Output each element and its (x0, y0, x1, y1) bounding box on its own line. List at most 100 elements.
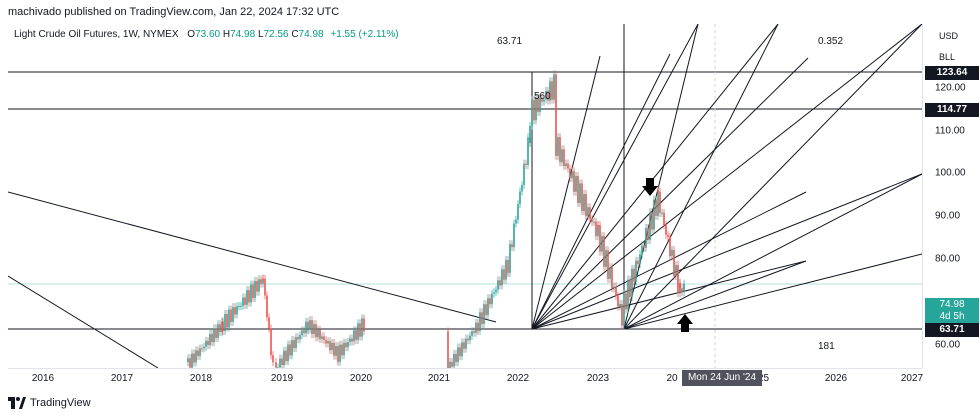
price-tick: 120.00 (935, 82, 966, 94)
candle-body (351, 338, 353, 342)
price-tick: 60.00 (935, 339, 961, 351)
price-scale[interactable]: USD BLL 123.64 120.00 114.77 110.00 100.… (922, 24, 980, 368)
candle-body (533, 99, 535, 121)
gann-fan-line-a8 (531, 260, 807, 330)
candle-body (187, 358, 189, 363)
candle-body (455, 353, 457, 363)
time-axis[interactable]: 2016 2017 2018 2019 2020 2021 2022 2023 … (8, 368, 923, 388)
candle-body (349, 338, 351, 343)
candle-body (473, 331, 475, 333)
candle-body (297, 337, 299, 340)
candle-body (537, 97, 539, 112)
candle-body (347, 342, 349, 348)
candle-body (555, 95, 557, 156)
candle-body (465, 338, 467, 349)
candle-body (341, 344, 343, 356)
candle-body (561, 149, 563, 163)
candle-body (459, 347, 461, 357)
candle-body (321, 336, 323, 340)
gann-fan-line-b5 (623, 260, 807, 330)
price-tick: 80.00 (935, 253, 961, 265)
year-tick: 2022 (506, 373, 530, 384)
candle-body (677, 265, 679, 294)
candle-body (485, 304, 487, 316)
price-tick: 110.00 (935, 125, 965, 137)
gann-fan-line-b4 (623, 253, 922, 330)
symbol-title[interactable]: Light Crude Oil Futures, 1W, NYMEX (14, 29, 179, 40)
year-tick: 2020 (349, 373, 373, 384)
candle-body (571, 171, 573, 179)
candle-body (333, 342, 335, 356)
candle-body (222, 321, 224, 332)
candle-body (268, 317, 270, 329)
candle-body (363, 318, 365, 332)
candle-body (627, 279, 629, 310)
candle-body (236, 306, 238, 315)
bar-countdown: 4d 5h (939, 311, 965, 322)
candle-body (279, 358, 281, 368)
chart-plot-area[interactable] (8, 24, 922, 368)
candle-body (451, 361, 453, 367)
candle-body (242, 297, 244, 306)
candle-body (447, 331, 449, 368)
candle-body (264, 278, 266, 296)
candle-body (359, 323, 361, 337)
footer-branding[interactable]: TradingView (8, 397, 91, 409)
candle-body (266, 295, 268, 318)
candle-body (651, 212, 653, 230)
price-tick: 90.00 (935, 210, 961, 222)
candle-body (197, 350, 199, 356)
candle-body (195, 350, 197, 363)
year-tick: 2026 (824, 373, 848, 384)
candle-body (325, 340, 327, 344)
candle-body (337, 359, 339, 362)
candle-body (547, 90, 549, 101)
candle-body (683, 283, 685, 293)
chart-canvas[interactable] (8, 24, 922, 368)
candle-body (313, 324, 315, 334)
legend-open-label: O (187, 29, 196, 40)
candle-body (549, 81, 551, 101)
candle-body (597, 225, 599, 237)
candle-body (343, 342, 345, 356)
candle-body (559, 137, 561, 163)
candle-body (248, 290, 250, 303)
candle-body (353, 330, 355, 342)
candle-body (213, 328, 215, 343)
candle-body (655, 199, 657, 216)
symbol-legend: Light Crude Oil Futures, 1W, NYMEX O73.6… (14, 29, 399, 40)
candle-body (475, 322, 477, 333)
candle-body (481, 312, 483, 324)
candle-body (323, 336, 325, 341)
candle-body (467, 338, 469, 341)
candle-body (543, 99, 545, 102)
candle-body (653, 199, 655, 230)
candle-body (234, 307, 236, 315)
candle-body (205, 340, 207, 347)
candle-body (675, 265, 677, 277)
candle-body (585, 194, 587, 217)
candle-body (295, 337, 297, 349)
level-tag-114: 114.77 (925, 103, 979, 117)
level-tag-63: 63.71 (925, 323, 979, 337)
candle-body (659, 191, 661, 213)
currency-label[interactable]: USD (939, 31, 959, 41)
candle-body (275, 362, 277, 368)
candle-body (487, 298, 489, 316)
candle-body (240, 305, 242, 307)
candle-body (511, 244, 513, 248)
candle-body (603, 236, 605, 267)
candle-body (209, 333, 211, 346)
candle-body (311, 320, 313, 334)
unit-label: BLL (939, 52, 956, 62)
candle-body (260, 279, 262, 284)
candle-body (665, 225, 667, 235)
candle-body (633, 268, 635, 282)
candle-body (246, 290, 248, 305)
candle-body (565, 163, 567, 167)
candle-body (201, 348, 203, 350)
candle-body (215, 328, 217, 338)
candle-body (583, 194, 585, 212)
legend-low: 72.56 (263, 29, 289, 40)
candle-body (335, 346, 337, 356)
